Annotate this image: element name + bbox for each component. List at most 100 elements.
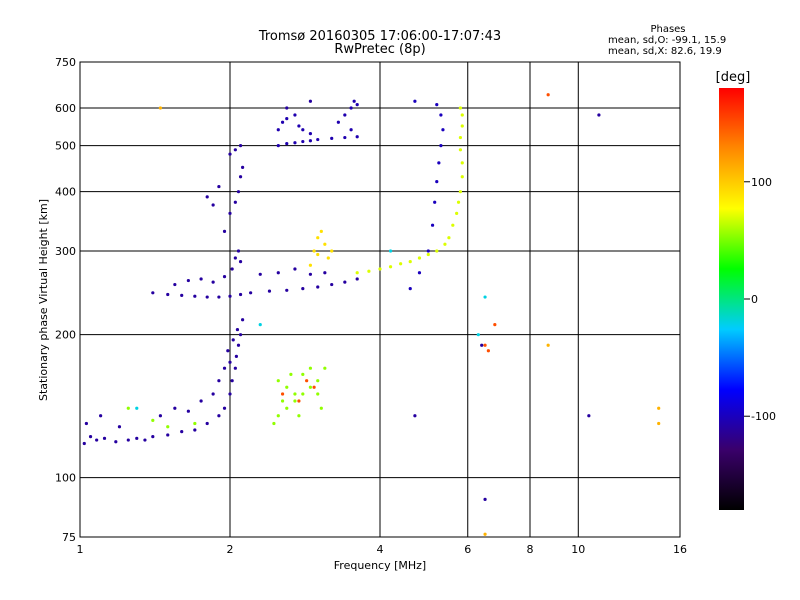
data-point	[289, 372, 293, 376]
data-point	[285, 117, 289, 121]
data-point	[117, 425, 122, 429]
colorbar-tick-label: 100	[751, 176, 772, 189]
data-point	[426, 249, 430, 253]
data-point	[258, 322, 262, 327]
y-axis-label: Stationary phase Virtual Height [km]	[37, 199, 50, 401]
data-point	[186, 278, 190, 283]
data-point	[316, 236, 320, 240]
data-point	[293, 267, 297, 271]
data-point	[316, 285, 320, 289]
data-point	[280, 392, 285, 396]
data-point	[323, 242, 327, 246]
data-point	[330, 249, 334, 253]
data-point	[483, 532, 487, 536]
data-point	[330, 282, 334, 287]
x-tick-label: 1	[77, 543, 84, 556]
x-tick-label: 2	[227, 543, 234, 556]
data-point	[276, 271, 280, 275]
data-point	[355, 277, 359, 281]
chart-subtitle: RwPretec (8p)	[334, 42, 425, 57]
data-point	[173, 282, 177, 287]
data-point	[205, 295, 209, 299]
data-point	[233, 366, 237, 370]
x-axis-label: Frequency [MHz]	[334, 559, 426, 572]
data-point	[102, 436, 107, 440]
data-point	[233, 256, 237, 260]
y-tick-label: 500	[55, 140, 76, 153]
data-point	[230, 379, 234, 383]
data-point	[349, 128, 353, 132]
data-point	[297, 414, 301, 418]
data-point	[451, 223, 455, 227]
y-tick-label: 200	[55, 329, 76, 342]
x-tick-label: 10	[571, 543, 585, 556]
data-point	[238, 175, 243, 179]
data-point	[228, 360, 232, 364]
data-point	[158, 414, 163, 418]
data-point	[180, 293, 184, 297]
data-point	[435, 180, 439, 184]
colorbar-tick-label: -100	[751, 410, 776, 423]
data-point	[285, 141, 289, 146]
data-point	[441, 128, 445, 132]
data-point	[433, 200, 437, 204]
data-point	[258, 272, 262, 276]
data-point	[458, 135, 463, 140]
data-point	[301, 287, 305, 291]
data-point	[435, 103, 439, 107]
data-point	[435, 249, 439, 253]
data-point	[308, 99, 313, 103]
data-point	[413, 414, 417, 418]
data-point	[293, 392, 297, 396]
data-point	[308, 263, 313, 267]
data-point	[193, 421, 197, 426]
data-point	[308, 366, 313, 370]
data-point	[316, 379, 320, 383]
data-point	[352, 99, 356, 103]
data-point	[230, 267, 234, 271]
data-point	[88, 435, 93, 439]
data-point	[199, 399, 203, 403]
data-point	[460, 124, 464, 128]
data-point	[199, 277, 203, 281]
data-point	[234, 354, 238, 358]
data-point	[657, 406, 661, 410]
data-point	[193, 294, 197, 298]
data-point	[228, 294, 232, 298]
data-point	[476, 333, 480, 337]
data-point	[285, 385, 289, 389]
data-point	[367, 269, 371, 273]
data-point	[388, 249, 393, 253]
stats-x-mode: mean, sd,X: 82.6, 19.9	[608, 46, 722, 57]
data-point	[439, 144, 443, 148]
data-point	[460, 161, 464, 165]
data-point	[228, 211, 232, 216]
data-point	[211, 392, 215, 396]
data-point	[408, 260, 412, 264]
data-point	[460, 175, 464, 179]
data-point	[222, 275, 227, 279]
data-point	[285, 406, 289, 410]
data-point	[238, 292, 243, 297]
data-point	[301, 372, 305, 376]
data-point	[297, 399, 301, 403]
data-point	[205, 195, 209, 199]
data-point	[301, 128, 305, 132]
data-point	[355, 103, 359, 107]
data-point	[228, 392, 232, 396]
stats-o-mode: mean, sd,O: -99.1, 15.9	[608, 35, 726, 46]
data-point	[236, 190, 241, 194]
data-point	[308, 272, 313, 276]
data-point	[460, 113, 464, 117]
data-point	[267, 289, 272, 293]
data-point	[151, 435, 155, 439]
data-point	[173, 406, 177, 410]
colorbar	[719, 88, 744, 510]
data-point	[308, 385, 313, 389]
data-point	[316, 137, 320, 142]
data-point	[343, 280, 347, 284]
data-point	[238, 260, 243, 264]
data-point	[458, 106, 463, 110]
data-point	[276, 144, 280, 148]
